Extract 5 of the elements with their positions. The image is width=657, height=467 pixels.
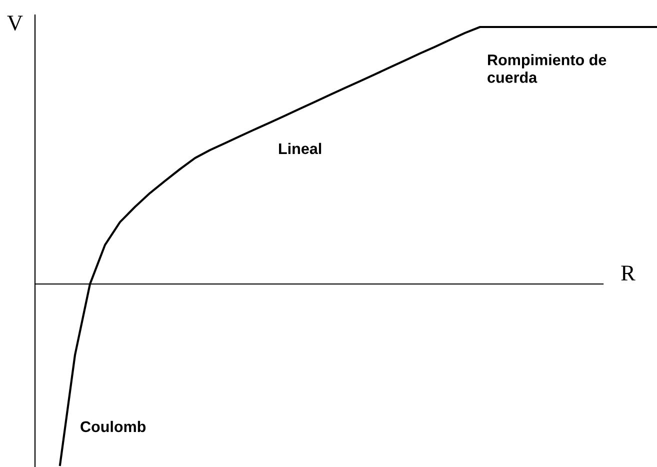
annotation: Lineal bbox=[279, 142, 322, 154]
annotation: Coulomb bbox=[80, 420, 146, 432]
annotation: Rompimiento de cuerda bbox=[488, 54, 606, 83]
y-axis-title: V bbox=[7, 16, 23, 31]
x-axis-title: R bbox=[621, 266, 636, 280]
